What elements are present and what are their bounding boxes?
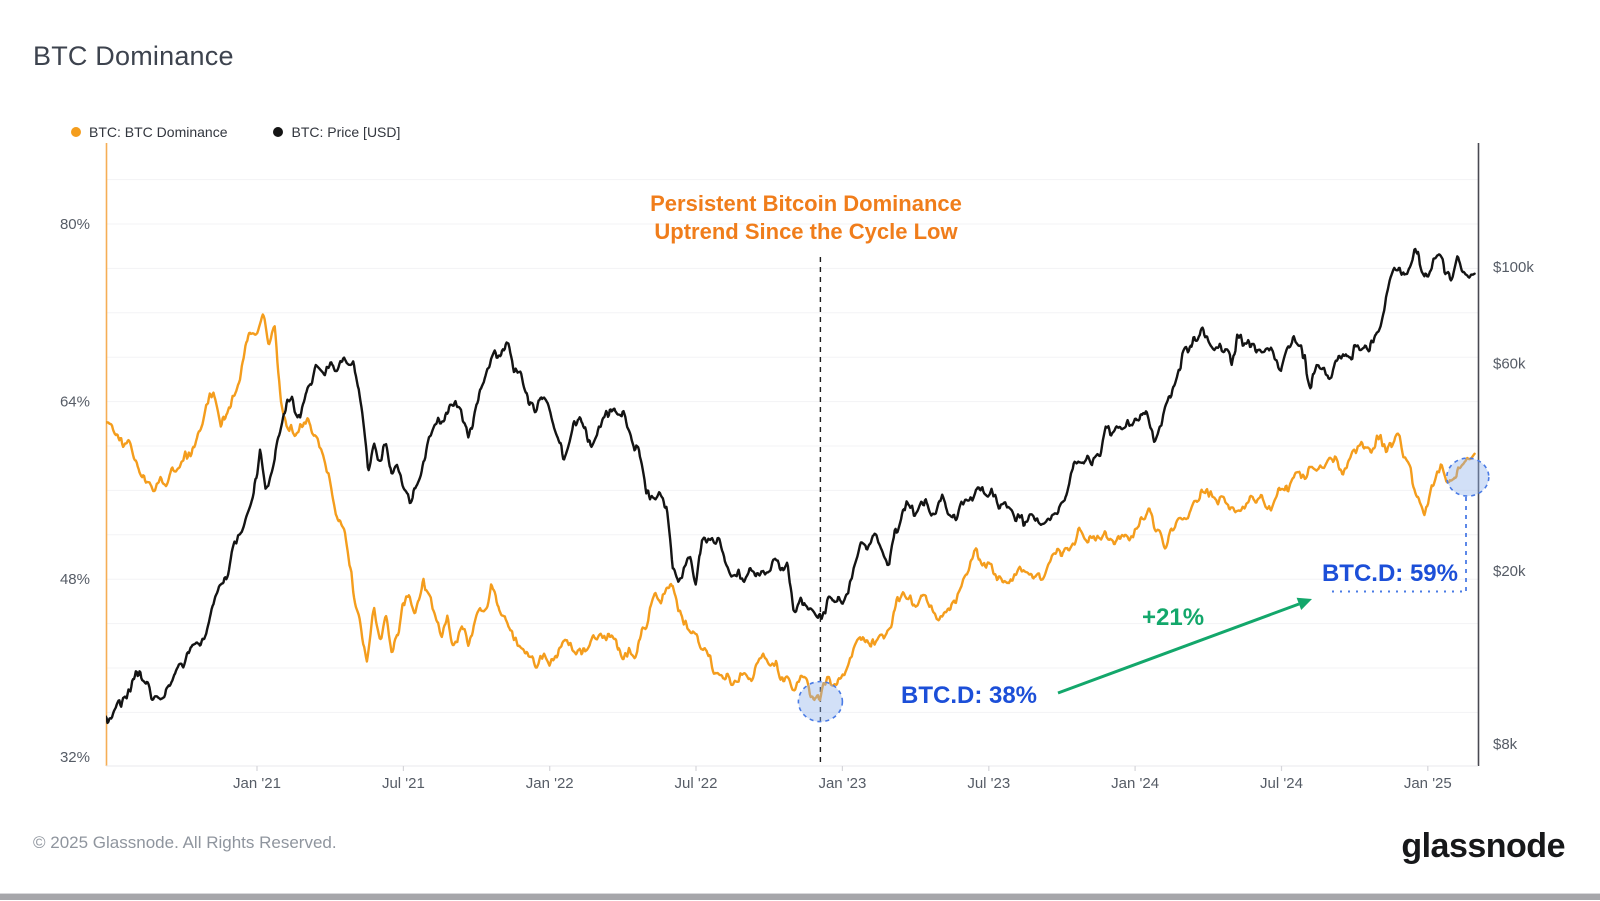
y-left-tick-label: 32% xyxy=(60,749,90,766)
price-legend-dot-icon xyxy=(273,127,284,137)
current-value-label: BTC.D: 59% xyxy=(1321,560,1458,587)
dominance-legend-dot-icon xyxy=(71,127,81,137)
y-right-tick-label: $8k xyxy=(1493,736,1518,753)
y-left-tick-label: 80% xyxy=(60,216,90,233)
y-right-tick-label: $60k xyxy=(1493,356,1526,373)
legend-item-price[interactable]: BTC: Price [USD] xyxy=(273,124,400,140)
glassnode-logo: glassnode xyxy=(1401,827,1565,865)
callout-line1: Persistent Bitcoin Dominance xyxy=(650,191,962,216)
bottom-window-edge xyxy=(0,893,1600,900)
price-series-line xyxy=(106,247,1476,725)
page-title: BTC Dominance xyxy=(33,41,234,71)
dominance-series-line xyxy=(106,313,1476,702)
series-group xyxy=(106,247,1476,725)
y-left-tick-label: 64% xyxy=(60,394,90,411)
trend-arrow-head-icon xyxy=(1296,597,1312,610)
change-percent-label: +21% xyxy=(1142,604,1205,631)
chart-legend: BTC: BTC Dominance BTC: Price [USD] xyxy=(71,124,400,140)
x-tick-label: Jul '21 xyxy=(382,775,425,792)
x-tick-label: Jan '21 xyxy=(233,775,281,792)
legend-label: BTC: Price [USD] xyxy=(291,124,401,140)
copyright-text: © 2025 Glassnode. All Rights Reserved. xyxy=(33,833,337,852)
x-tick-label: Jul '23 xyxy=(967,775,1010,792)
y-right-tick-label: $20k xyxy=(1493,563,1526,580)
y-right-tick-label: $100k xyxy=(1493,259,1534,276)
callout-line2: Uptrend Since the Cycle Low xyxy=(654,219,958,244)
x-tick-label: Jul '22 xyxy=(675,775,718,792)
x-tick-label: Jan '22 xyxy=(526,775,574,792)
y-left-tick-label: 48% xyxy=(60,571,90,588)
x-tick-label: Jan '25 xyxy=(1404,775,1452,792)
legend-label: BTC: BTC Dominance xyxy=(89,124,228,140)
callout-annotation: Persistent Bitcoin Dominance Uptrend Sin… xyxy=(556,190,1056,246)
current-value-highlight-circle xyxy=(1446,457,1490,497)
trend-arrow-line xyxy=(1057,602,1300,695)
x-tick-label: Jan '23 xyxy=(818,775,866,792)
cycle-low-highlight-circle xyxy=(797,680,844,723)
cycle-low-value-label: BTC.D: 38% xyxy=(901,682,1038,709)
x-tick-label: Jan '24 xyxy=(1111,775,1159,792)
x-tick-label: Jul '24 xyxy=(1260,775,1303,792)
legend-item-dominance[interactable]: BTC: BTC Dominance xyxy=(71,124,227,140)
